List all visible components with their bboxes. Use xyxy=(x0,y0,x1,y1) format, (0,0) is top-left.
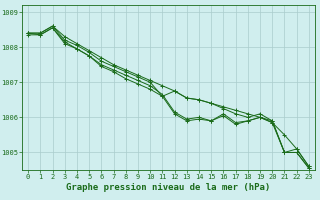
X-axis label: Graphe pression niveau de la mer (hPa): Graphe pression niveau de la mer (hPa) xyxy=(66,183,271,192)
